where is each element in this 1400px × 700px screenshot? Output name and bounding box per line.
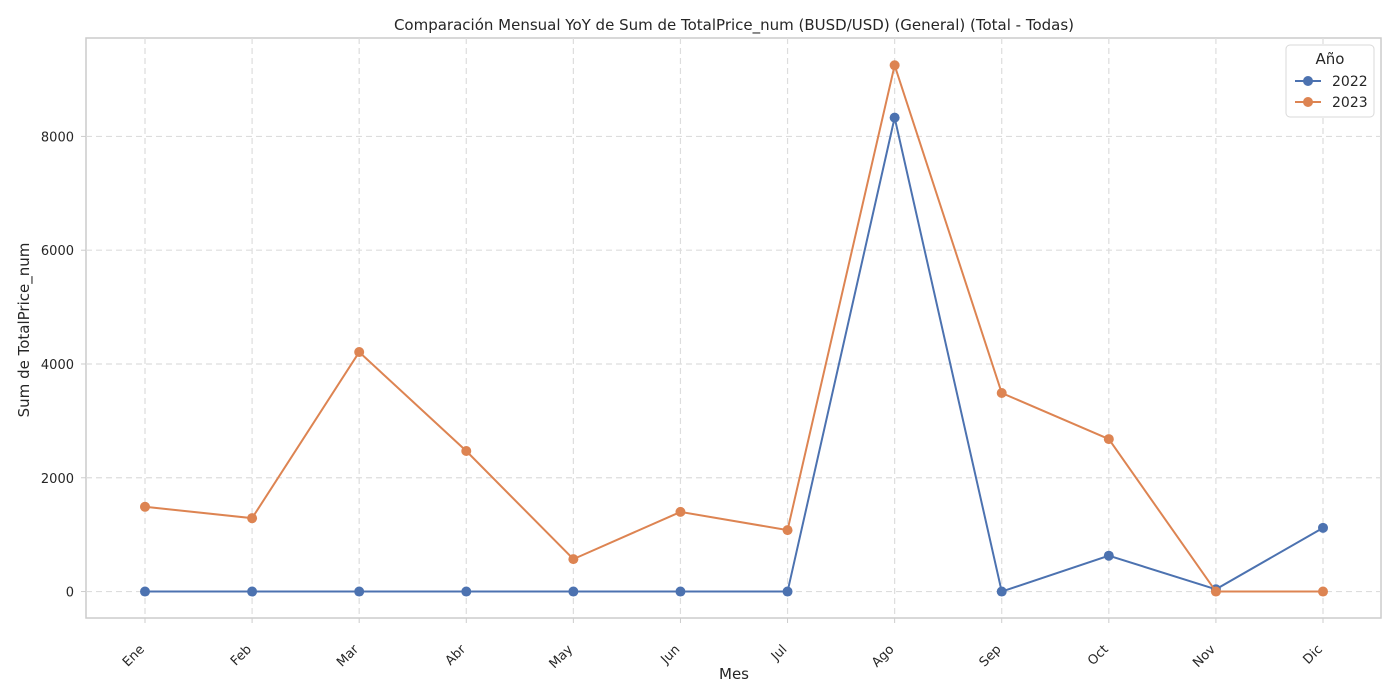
series-2023-point — [675, 506, 686, 517]
x-tick-label: Sep — [977, 642, 1005, 670]
legend: Año 2022 2023 — [1285, 44, 1375, 118]
series-2022-point — [568, 586, 579, 597]
x-tick-label: Jun — [658, 642, 684, 668]
series-2023-line — [144, 61, 1323, 593]
x-tick-label: May — [547, 642, 577, 672]
x-tick-label: Dic — [1301, 642, 1326, 667]
x-axis-label: Mes — [719, 665, 749, 683]
x-tick-label: Ago — [869, 642, 897, 670]
series-2022-point — [996, 586, 1007, 597]
series-2023-point — [354, 347, 365, 358]
series-2023-point — [568, 554, 579, 565]
series-2022-line — [145, 117, 1324, 593]
x-tick-label: Mar — [334, 642, 362, 670]
x-tick-label: Feb — [228, 642, 255, 669]
y-tick-label: 8000 — [41, 130, 74, 145]
y-axis-label: Sum de TotalPrice_num — [15, 243, 34, 418]
series-2023 — [140, 60, 1328, 597]
series-2023-point — [782, 525, 793, 536]
chart-title: Comparación Mensual YoY de Sum de TotalP… — [394, 16, 1074, 35]
y-tick-label: 2000 — [41, 472, 74, 487]
x-tick-label: Oct — [1085, 642, 1112, 669]
legend-2022-marker — [1303, 76, 1313, 86]
x-tick-label: Nov — [1190, 642, 1219, 671]
series-2022-point — [782, 586, 793, 597]
series-2022-point — [247, 586, 258, 597]
series-2023-point — [996, 387, 1007, 398]
series-2022-point — [461, 586, 472, 597]
series-layer — [140, 60, 1328, 597]
y-tick-label: 6000 — [41, 244, 74, 259]
legend-title: Año — [1316, 50, 1345, 68]
series-2023-point — [1210, 586, 1221, 597]
series-2022-point — [1318, 522, 1328, 533]
series-2022-point — [354, 586, 365, 597]
y-tick-label: 0 — [66, 586, 74, 601]
legend-2023-marker — [1303, 97, 1313, 107]
series-2023-point — [247, 513, 258, 524]
series-2022-point — [140, 586, 150, 597]
plot-frame — [85, 37, 1382, 619]
series-2023-point — [1103, 434, 1114, 445]
series-2022-point — [675, 586, 686, 597]
y-tick-label: 4000 — [41, 358, 74, 373]
series-2023-point — [1318, 586, 1328, 597]
series-2023-point — [140, 501, 150, 512]
x-tick-label: Jul — [768, 642, 790, 664]
plot-area — [85, 37, 1382, 619]
x-tick-label: Ene — [120, 642, 148, 670]
series-2023-point — [461, 446, 472, 457]
series-2023-point — [889, 60, 900, 71]
series-2022-point — [1103, 550, 1114, 561]
series-2022-point — [889, 112, 900, 123]
legend-2023-label: 2023 — [1332, 95, 1368, 111]
x-tick-label: Abr — [443, 642, 470, 669]
legend-2022-label: 2022 — [1332, 74, 1368, 90]
